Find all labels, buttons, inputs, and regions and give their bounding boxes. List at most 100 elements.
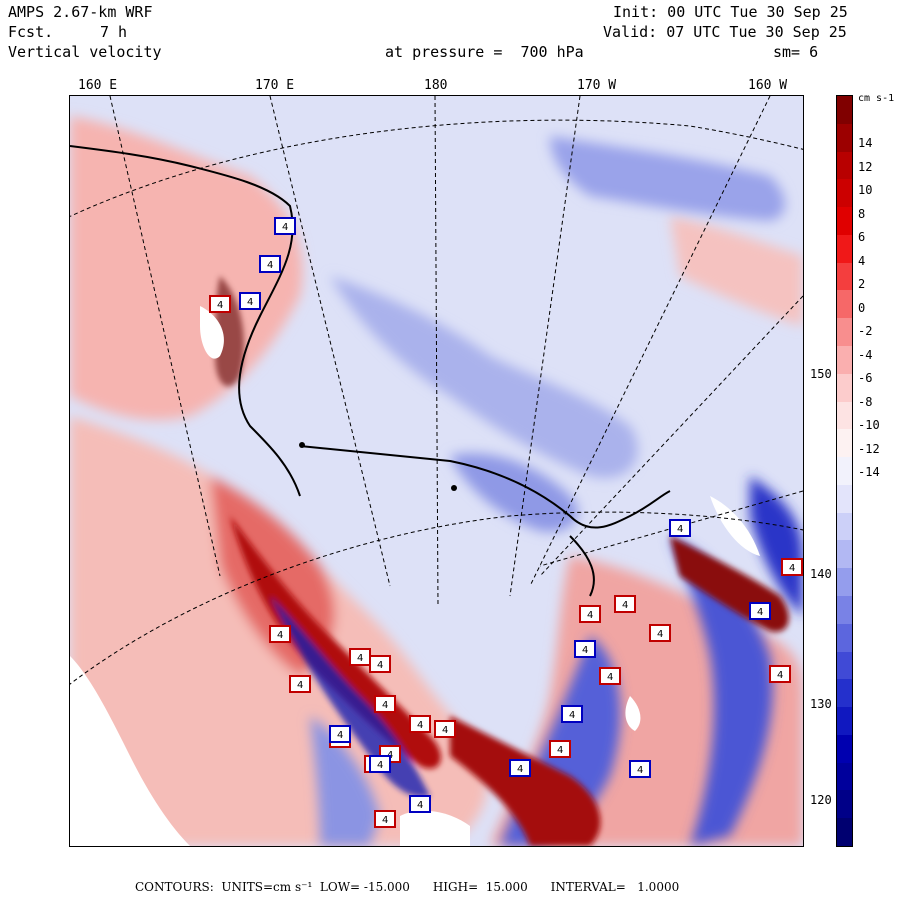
forecast-label: Fcst. bbox=[8, 23, 54, 41]
maximum-box: 4 bbox=[209, 295, 231, 313]
map-panel[interactable]: 4444444444444444444444444444444 bbox=[69, 95, 804, 847]
lon-label-160e: 160 E bbox=[78, 78, 118, 93]
maximum-value: 4 bbox=[382, 815, 388, 826]
lon-label-160w: 160 W bbox=[748, 78, 788, 93]
maximum-value: 4 bbox=[569, 710, 575, 721]
maximum-value: 4 bbox=[587, 610, 593, 621]
colorbar-tick-label: 4 bbox=[858, 253, 866, 268]
coastline bbox=[70, 145, 671, 597]
station-marker bbox=[451, 485, 457, 491]
colorbar-segment bbox=[837, 762, 852, 791]
colorbar-segment bbox=[837, 123, 852, 153]
colorbar-tick-label: 8 bbox=[858, 206, 866, 221]
maximum-value: 4 bbox=[789, 563, 795, 574]
maximum-box: 4 bbox=[649, 624, 671, 642]
minimum-box: 4 bbox=[274, 217, 296, 235]
maximum-value: 4 bbox=[297, 680, 303, 691]
colorbar-tick-label: -10 bbox=[858, 418, 880, 432]
maximum-value: 4 bbox=[657, 629, 663, 640]
minimum-box: 4 bbox=[329, 725, 351, 743]
colorbar-segment bbox=[837, 290, 852, 319]
contour-info: CONTOURS: UNITS=cm s⁻¹ LOW= -15.000 HIGH… bbox=[135, 880, 680, 894]
graticule bbox=[70, 96, 803, 685]
maximum-value: 4 bbox=[382, 700, 388, 711]
lon-label-180: 180 bbox=[424, 78, 448, 93]
colorbar-segment bbox=[837, 234, 852, 264]
colorbar-segment bbox=[837, 790, 852, 819]
maximum-value: 4 bbox=[417, 800, 423, 811]
extremum-labels: 4444444444444444444444444444444 bbox=[209, 217, 803, 828]
maximum-value: 4 bbox=[757, 607, 763, 618]
colorbar-segment bbox=[837, 96, 852, 125]
maximum-value: 4 bbox=[442, 725, 448, 736]
maximum-value: 4 bbox=[247, 297, 253, 308]
maximum-value: 4 bbox=[217, 300, 223, 311]
vertical-velocity-map: 4444444444444444444444444444444 bbox=[70, 96, 803, 846]
maximum-box: 4 bbox=[614, 595, 636, 613]
maximum-value: 4 bbox=[557, 745, 563, 756]
colorbar-segment bbox=[837, 262, 852, 291]
maximum-value: 4 bbox=[282, 222, 288, 233]
colorbar-segment bbox=[837, 512, 852, 541]
colorbar-segment bbox=[837, 346, 852, 375]
no-data-areas bbox=[70, 306, 760, 846]
minimum-box: 4 bbox=[369, 755, 391, 773]
valid-time: Valid: 07 UTC Tue 30 Sep 25 bbox=[603, 23, 847, 41]
colorbar-segment bbox=[837, 651, 852, 680]
maximum-box: 4 bbox=[781, 558, 803, 576]
colorbar-segment bbox=[837, 457, 852, 486]
maximum-value: 4 bbox=[517, 764, 523, 775]
maximum-box: 4 bbox=[369, 655, 391, 673]
init-time: Init: 00 UTC Tue 30 Sep 25 bbox=[613, 3, 848, 21]
maximum-box: 4 bbox=[434, 720, 456, 738]
colorbar-segment bbox=[837, 568, 852, 597]
minimum-box: 4 bbox=[239, 292, 261, 310]
maximum-box: 4 bbox=[769, 665, 791, 683]
colorbar-segment bbox=[837, 540, 852, 569]
colorbar-tick-label: 14 bbox=[858, 136, 873, 150]
maximum-value: 4 bbox=[582, 645, 588, 656]
minimum-box: 4 bbox=[749, 602, 771, 620]
lon-label-170w: 170 W bbox=[577, 78, 617, 93]
colorbar-tick-label: -4 bbox=[858, 347, 873, 362]
maximum-value: 4 bbox=[777, 670, 783, 681]
maximum-box: 4 bbox=[599, 667, 621, 685]
field-name: Vertical velocity bbox=[8, 43, 162, 61]
forecast-hour: 7 h bbox=[100, 23, 128, 41]
maximum-value: 4 bbox=[337, 730, 343, 741]
maximum-value: 4 bbox=[357, 653, 363, 664]
colorbar-tick-label: -8 bbox=[858, 394, 873, 409]
colorbar-segment bbox=[837, 734, 852, 764]
colorbar-tick-label: 10 bbox=[858, 183, 873, 197]
maximum-box: 4 bbox=[374, 695, 396, 713]
model-title: AMPS 2.67-km WRF bbox=[8, 3, 153, 21]
colorbar-segment bbox=[837, 818, 852, 847]
maximum-value: 4 bbox=[677, 524, 683, 535]
maximum-value: 4 bbox=[607, 672, 613, 683]
minimum-box: 4 bbox=[509, 759, 531, 777]
maximum-value: 4 bbox=[277, 630, 283, 641]
maximum-value: 4 bbox=[377, 760, 383, 771]
maximum-value: 4 bbox=[622, 600, 628, 611]
maximum-box: 4 bbox=[269, 625, 291, 643]
minimum-box: 4 bbox=[669, 519, 691, 537]
lon-label-170e: 170 E bbox=[255, 78, 295, 93]
colorbar-segment bbox=[837, 707, 852, 736]
colorbar-segment bbox=[837, 596, 852, 625]
maximum-value: 4 bbox=[417, 720, 423, 731]
maximum-box: 4 bbox=[409, 715, 431, 733]
colorbar-tick-label: 0 bbox=[858, 300, 866, 315]
colorbar-tick-label: -2 bbox=[858, 324, 873, 338]
maximum-box: 4 bbox=[374, 810, 396, 828]
minimum-box: 4 bbox=[409, 795, 431, 813]
colorbar-tick-label: -14 bbox=[858, 465, 880, 479]
colorbar-tick-label: 12 bbox=[858, 159, 873, 174]
colorbar-tick-label: 6 bbox=[858, 230, 866, 244]
minimum-box: 4 bbox=[629, 760, 651, 778]
colorbar-segment bbox=[837, 679, 852, 708]
colorbar bbox=[836, 95, 853, 847]
colorbar-segment bbox=[837, 623, 852, 653]
maximum-box: 4 bbox=[579, 605, 601, 623]
colorbar-segment bbox=[837, 373, 852, 403]
colorbar-segment bbox=[837, 401, 852, 430]
